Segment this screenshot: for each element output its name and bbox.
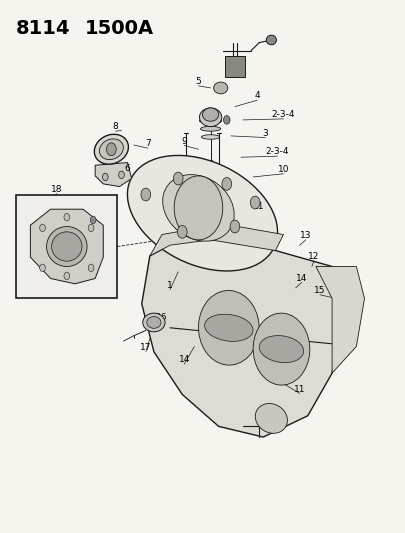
Ellipse shape — [205, 314, 253, 341]
Ellipse shape — [214, 82, 228, 94]
Text: 1: 1 — [167, 281, 173, 289]
Ellipse shape — [259, 336, 304, 362]
Text: 17: 17 — [140, 343, 151, 352]
Text: 6: 6 — [125, 165, 130, 173]
Circle shape — [222, 177, 232, 190]
Ellipse shape — [94, 134, 128, 164]
Circle shape — [119, 171, 124, 179]
Bar — [16, 195, 117, 298]
Ellipse shape — [200, 126, 221, 131]
Circle shape — [40, 264, 45, 271]
Circle shape — [230, 220, 240, 233]
Ellipse shape — [199, 108, 222, 126]
Polygon shape — [30, 209, 103, 284]
Circle shape — [141, 188, 151, 201]
Text: 8114: 8114 — [16, 19, 71, 38]
Circle shape — [64, 213, 70, 221]
Text: 2-3-4: 2-3-4 — [272, 110, 295, 119]
Ellipse shape — [199, 119, 222, 123]
Circle shape — [64, 272, 70, 279]
Text: 9: 9 — [181, 137, 187, 146]
Ellipse shape — [47, 227, 87, 266]
Circle shape — [90, 216, 96, 224]
Text: 11: 11 — [294, 385, 305, 393]
Text: 11: 11 — [254, 203, 265, 211]
Text: 15: 15 — [314, 286, 326, 295]
Circle shape — [177, 225, 187, 238]
Text: 2-3-4: 2-3-4 — [266, 148, 289, 156]
Text: 7: 7 — [145, 140, 151, 148]
Ellipse shape — [143, 313, 165, 332]
Circle shape — [88, 264, 94, 271]
Ellipse shape — [52, 232, 82, 261]
Text: 1500A: 1500A — [85, 19, 154, 38]
Circle shape — [40, 224, 45, 231]
Text: 14: 14 — [296, 274, 307, 282]
Text: 8: 8 — [113, 123, 118, 131]
Text: 13: 13 — [300, 231, 311, 240]
Bar — [225, 56, 245, 77]
Circle shape — [88, 224, 94, 231]
Circle shape — [102, 173, 108, 181]
Text: 4: 4 — [254, 92, 260, 100]
Ellipse shape — [255, 403, 288, 433]
Ellipse shape — [201, 135, 220, 139]
Circle shape — [173, 172, 183, 185]
Text: 18: 18 — [51, 185, 62, 193]
Ellipse shape — [198, 290, 259, 365]
Polygon shape — [150, 224, 284, 256]
Text: 10: 10 — [278, 165, 289, 174]
Text: 12: 12 — [308, 253, 320, 261]
Ellipse shape — [147, 317, 161, 328]
Polygon shape — [142, 240, 344, 437]
Circle shape — [250, 196, 260, 209]
Circle shape — [107, 143, 116, 156]
Text: 16: 16 — [156, 313, 168, 321]
Ellipse shape — [128, 156, 277, 271]
Ellipse shape — [202, 108, 219, 122]
Ellipse shape — [202, 109, 219, 115]
Ellipse shape — [266, 35, 276, 45]
Circle shape — [224, 116, 230, 124]
Polygon shape — [316, 266, 365, 373]
Ellipse shape — [163, 175, 234, 241]
Text: 14: 14 — [179, 356, 190, 364]
Circle shape — [174, 176, 223, 240]
Text: 5: 5 — [196, 77, 201, 86]
Polygon shape — [95, 163, 132, 187]
Text: 3: 3 — [262, 129, 268, 138]
Ellipse shape — [99, 139, 124, 159]
Ellipse shape — [253, 313, 310, 385]
